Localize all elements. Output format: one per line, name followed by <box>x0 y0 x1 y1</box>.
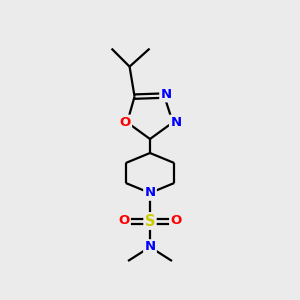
Text: N: N <box>144 241 156 254</box>
Text: O: O <box>119 116 131 129</box>
Text: N: N <box>144 187 156 200</box>
Text: O: O <box>170 214 182 227</box>
Text: N: N <box>170 116 182 129</box>
Text: O: O <box>118 214 130 227</box>
Text: S: S <box>145 214 155 229</box>
Text: N: N <box>160 88 172 101</box>
